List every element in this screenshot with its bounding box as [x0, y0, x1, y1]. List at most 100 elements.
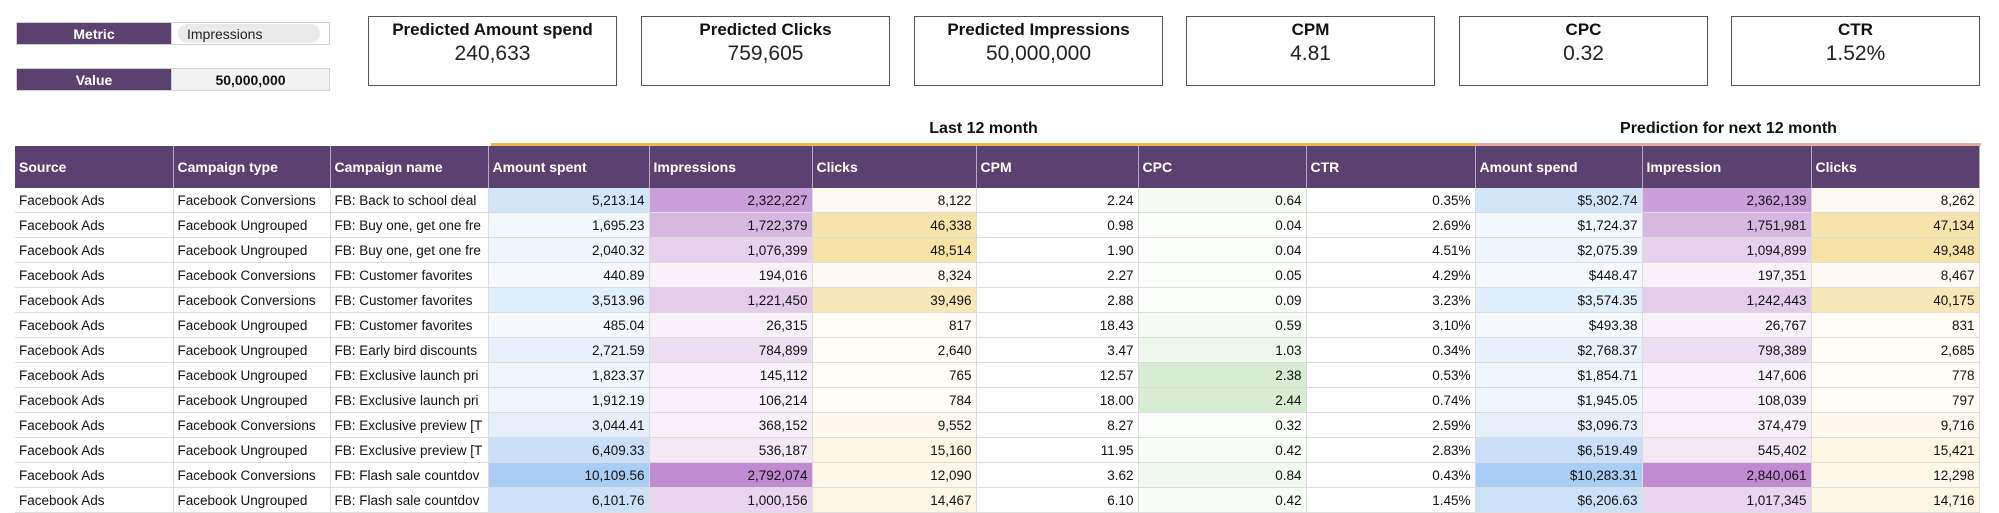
metric-dropdown[interactable]: Impressions: [172, 22, 330, 45]
table-cell: 18.00: [976, 387, 1139, 413]
table-cell: 26,767: [1642, 312, 1812, 338]
column-header[interactable]: Clicks: [812, 146, 977, 188]
table-cell: Facebook Ads: [15, 262, 174, 288]
table-cell: 106,214: [649, 387, 813, 413]
table-cell: $3,096.73: [1475, 412, 1643, 438]
table-cell: 2,362,139: [1642, 188, 1812, 213]
column-header[interactable]: Clicks: [1811, 146, 1980, 188]
table-cell: 1,242,443: [1642, 287, 1812, 313]
value-input[interactable]: 50,000,000: [172, 68, 330, 91]
table-cell: Facebook Ungrouped: [173, 237, 331, 263]
table-row[interactable]: Facebook Ads Facebook Ungrouped FB: Exclus…: [15, 387, 1980, 413]
table-cell: 1,823.37: [488, 362, 650, 388]
table-cell: 1.45%: [1306, 487, 1476, 513]
section-header-last-12-month: Last 12 month: [929, 120, 1038, 137]
table-cell: 0.34%: [1306, 337, 1476, 363]
table-cell: 374,479: [1642, 412, 1812, 438]
kpi-card-cpc: CPC 0.32: [1459, 16, 1708, 86]
table-cell: 14,716: [1811, 487, 1980, 513]
table-cell: Facebook Conversions: [173, 287, 331, 313]
column-header[interactable]: Amount spend: [1475, 146, 1643, 188]
table-cell: 0.74%: [1306, 387, 1476, 413]
kpi-value: 50,000,000: [985, 42, 1092, 65]
column-header[interactable]: Campaign type: [173, 146, 331, 188]
campaign-table: Source Campaign type Campaign name Amount s…: [15, 146, 1980, 513]
table-cell: 0.42: [1138, 487, 1307, 513]
table-cell: 12,090: [812, 462, 977, 488]
table-row[interactable]: Facebook Ads Facebook Ungrouped FB: Buy on…: [15, 237, 1980, 263]
table-cell: 2,322,227: [649, 188, 813, 213]
value-control: Value 50,000,000: [16, 68, 330, 91]
table-row[interactable]: Facebook Ads Facebook Ungrouped FB: Buy on…: [15, 212, 1980, 238]
table-cell: FB: Buy one, get one fre: [330, 237, 489, 263]
table-cell: 2.69%: [1306, 212, 1476, 238]
table-cell: 15,160: [812, 437, 977, 463]
table-cell: 1.03: [1138, 337, 1307, 363]
column-header[interactable]: Impression: [1642, 146, 1812, 188]
table-cell: 0.43%: [1306, 462, 1476, 488]
table-cell: FB: Back to school deal: [330, 188, 489, 213]
table-cell: 8,467: [1811, 262, 1980, 288]
table-cell: $3,574.35: [1475, 287, 1643, 313]
table-row[interactable]: Facebook Ads Facebook Conversions FB: Cust…: [15, 262, 1980, 288]
table-cell: 1,695.23: [488, 212, 650, 238]
table-cell: 3,513.96: [488, 287, 650, 313]
table-cell: 2.38: [1138, 362, 1307, 388]
kpi-value: 759,605: [727, 42, 804, 65]
metric-selector[interactable]: Metric Impressions: [16, 22, 330, 45]
table-row[interactable]: Facebook Ads Facebook Ungrouped FB: Flash …: [15, 487, 1980, 513]
table-cell: 49,348: [1811, 237, 1980, 263]
table-cell: 797: [1811, 387, 1980, 413]
table-cell: 0.64: [1138, 188, 1307, 213]
table-cell: Facebook Ads: [15, 462, 174, 488]
table-row[interactable]: Facebook Ads Facebook Conversions FB: Excl…: [15, 412, 1980, 438]
table-cell: 0.84: [1138, 462, 1307, 488]
kpi-value: 1.52%: [1825, 42, 1886, 65]
kpi-card-clicks: Predicted Clicks 759,605: [641, 16, 890, 86]
table-row[interactable]: Facebook Ads Facebook Conversions FB: Back…: [15, 188, 1980, 213]
table-cell: 1.90: [976, 237, 1139, 263]
column-header[interactable]: CPC: [1138, 146, 1307, 188]
table-cell: 2,685: [1811, 337, 1980, 363]
column-header[interactable]: Source: [15, 146, 174, 188]
table-cell: 368,152: [649, 412, 813, 438]
column-header[interactable]: Amount spent: [488, 146, 650, 188]
table-cell: 9,552: [812, 412, 977, 438]
table-row[interactable]: Facebook Ads Facebook Ungrouped FB: Custom…: [15, 312, 1980, 338]
table-row[interactable]: Facebook Ads Facebook Ungrouped FB: Exclus…: [15, 362, 1980, 388]
table-cell: 18.43: [976, 312, 1139, 338]
column-header[interactable]: CTR: [1306, 146, 1476, 188]
column-header[interactable]: Campaign name: [330, 146, 489, 188]
table-cell: 6,101.76: [488, 487, 650, 513]
table-row[interactable]: Facebook Ads Facebook Conversions FB: Cust…: [15, 287, 1980, 313]
table-cell: 8,122: [812, 188, 977, 213]
column-header[interactable]: Impressions: [649, 146, 813, 188]
kpi-card-impressions: Predicted Impressions 50,000,000: [914, 16, 1163, 86]
section-header-prediction: Prediction for next 12 month: [1620, 120, 1837, 137]
kpi-title: Predicted Impressions: [947, 20, 1130, 39]
table-cell: 1,751,981: [1642, 212, 1812, 238]
table-cell: $1,945.05: [1475, 387, 1643, 413]
column-header[interactable]: CPM: [976, 146, 1139, 188]
kpi-title: CTR: [1838, 20, 1873, 39]
metric-value-pill[interactable]: Impressions: [178, 24, 320, 43]
table-row[interactable]: Facebook Ads Facebook Ungrouped FB: Exclus…: [15, 437, 1980, 463]
table-cell: FB: Exclusive preview [T: [330, 412, 489, 438]
table-row[interactable]: Facebook Ads Facebook Ungrouped FB: Early …: [15, 337, 1980, 363]
table-row[interactable]: Facebook Ads Facebook Conversions FB: Flas…: [15, 462, 1980, 488]
table-cell: 10,109.56: [488, 462, 650, 488]
table-cell: 440.89: [488, 262, 650, 288]
table-cell: 48,514: [812, 237, 977, 263]
table-cell: 12.57: [976, 362, 1139, 388]
table-cell: FB: Customer favorites: [330, 287, 489, 313]
table-cell: Facebook Ads: [15, 287, 174, 313]
table-cell: 40,175: [1811, 287, 1980, 313]
table-cell: Facebook Ads: [15, 188, 174, 213]
table-cell: 2.83%: [1306, 437, 1476, 463]
table-cell: 784,899: [649, 337, 813, 363]
table-cell: 0.42: [1138, 437, 1307, 463]
value-label: Value: [16, 68, 172, 91]
table-cell: $448.47: [1475, 262, 1643, 288]
kpi-value: 0.32: [1563, 42, 1604, 65]
metric-label: Metric: [16, 22, 172, 45]
